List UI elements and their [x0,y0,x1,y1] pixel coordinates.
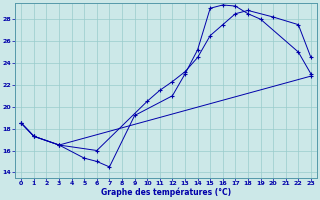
X-axis label: Graphe des températures (°C): Graphe des températures (°C) [101,188,231,197]
